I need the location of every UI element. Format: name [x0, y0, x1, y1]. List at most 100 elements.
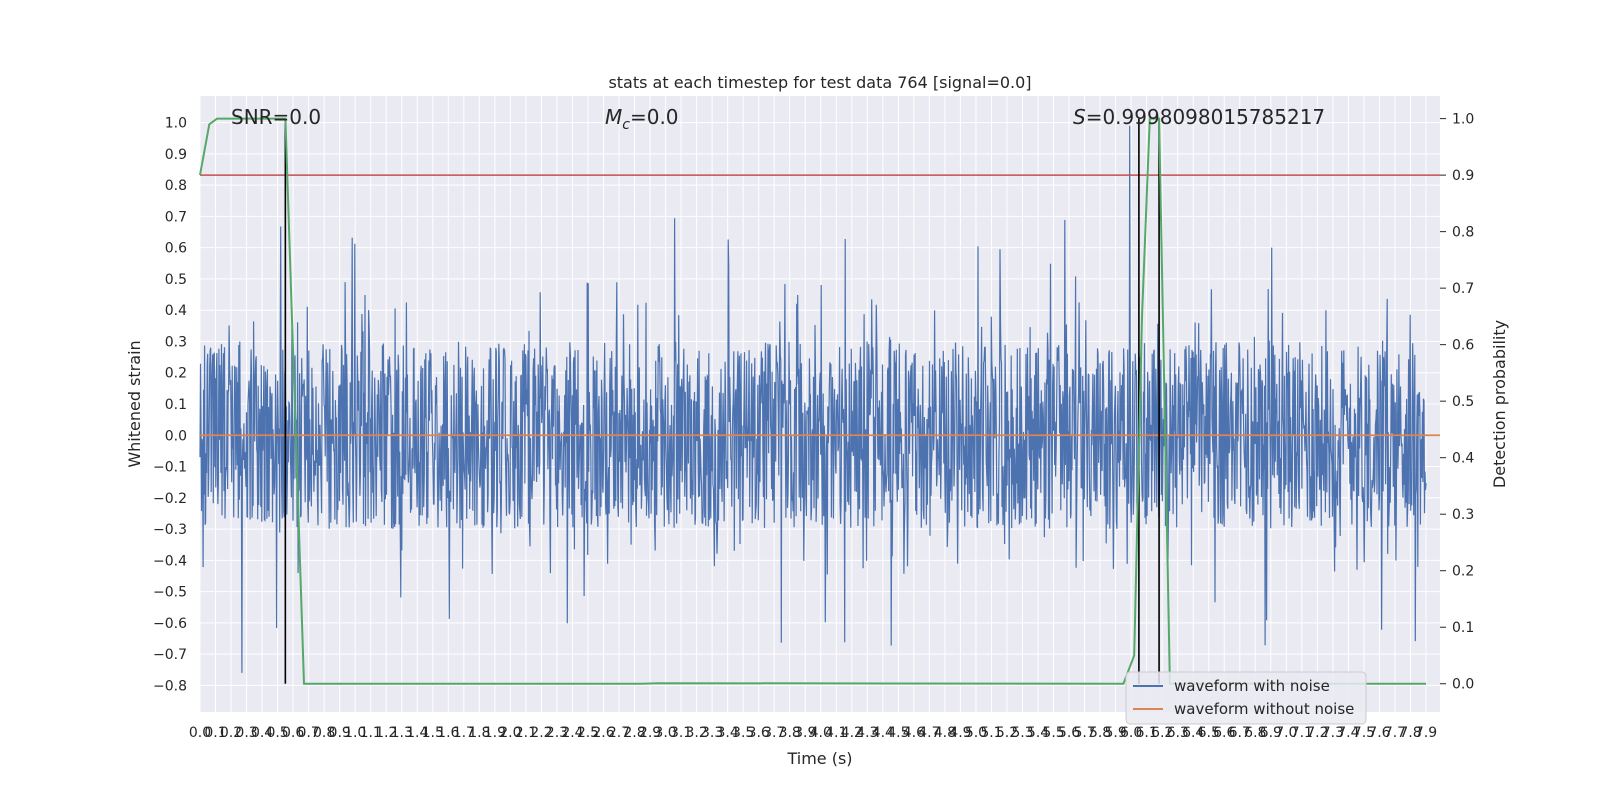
score-value: =0.9998098015785217	[1086, 105, 1325, 129]
legend: waveform with noise waveform without noi…	[1125, 671, 1367, 725]
chirp-mass-symbol: M	[605, 105, 622, 129]
x-tick-label: 7.4	[1337, 725, 1359, 741]
y-tick-label-left: 0.1	[165, 397, 187, 413]
x-ticks: 0.00.10.20.30.40.50.60.70.80.91.01.11.21…	[189, 725, 1437, 741]
y-tick-label-left: 0.5	[165, 272, 187, 288]
x-tick-label: 5.3	[1011, 725, 1033, 741]
x-tick-label: 4.3	[856, 725, 878, 741]
x-tick-label: 3.6	[748, 725, 770, 741]
x-tick-label: 7.7	[1384, 725, 1406, 741]
x-tick-label: 5.1	[980, 725, 1002, 741]
x-tick-label: 6.6	[1213, 725, 1235, 741]
x-tick-label: 3.4	[717, 725, 739, 741]
chirp-mass-annotation: Mc=0.0	[605, 105, 679, 133]
legend-box	[1125, 671, 1367, 725]
vertical-markers	[284, 118, 1160, 684]
y-tick-label-right: 0.5	[1452, 394, 1474, 410]
x-tick-label: 4.4	[872, 725, 894, 741]
detection-probability-line	[199, 117, 1426, 685]
waveform-with-noise-series	[199, 125, 1427, 673]
y-tick-label-left: 0.3	[165, 334, 187, 350]
x-tick-label: 5.5	[1042, 725, 1064, 741]
x-tick-label: 4.9	[949, 725, 971, 741]
x-tick-label: 2.1	[515, 725, 537, 741]
y-ticks-left: 1.0 0.9 0.8 0.7 0.6 0.5 0.4 0.3 0.2 0.1 0.0 −0.1 −0.…	[153, 116, 187, 695]
x-tick-label: 0.6	[282, 725, 304, 741]
y-tick-label-left: −0.2	[153, 491, 187, 507]
x-tick-label: 2.5	[577, 725, 599, 741]
waveform-with-noise-line	[199, 125, 1427, 673]
snr-annotation: SNR=0.0	[231, 105, 321, 129]
x-tick-label: 7.3	[1322, 725, 1344, 741]
x-tick-label: 2.2	[530, 725, 552, 741]
x-tick-label: 2.6	[592, 725, 614, 741]
x-tick-label: 0.9	[329, 725, 351, 741]
y-tick-label-right: 0.6	[1452, 338, 1474, 354]
x-tick-label: 4.5	[887, 725, 909, 741]
y-tick-label-right: 0.1	[1452, 620, 1474, 636]
y-tick-label-left: −0.5	[153, 585, 187, 601]
x-tick-label: 1.3	[391, 725, 413, 741]
x-tick-label: 1.8	[468, 725, 490, 741]
x-axis-label: Time (s)	[786, 749, 852, 768]
x-tick-label: 3.2	[685, 725, 707, 741]
y-tick-label-right: 0.0	[1452, 677, 1474, 693]
y-tick-label-left: 0.0	[165, 428, 187, 444]
x-tick-label: 4.8	[934, 725, 956, 741]
y-tick-label-left: −0.1	[153, 460, 187, 476]
x-tick-label: 3.8	[779, 725, 801, 741]
x-tick-label: 7.0	[1275, 725, 1297, 741]
x-tick-label: 7.9	[1415, 725, 1437, 741]
x-tick-label: 5.7	[1073, 725, 1095, 741]
x-tick-label: 0.1	[204, 725, 226, 741]
x-tick-label: 3.3	[701, 725, 723, 741]
x-tick-label: 5.9	[1104, 725, 1126, 741]
legend-label-noise: waveform with noise	[1174, 677, 1330, 695]
x-tick-label: 6.0	[1120, 725, 1142, 741]
y-ticks-right: 1.0 0.9 0.8 0.7 0.6 0.5 0.4 0.3 0.2 0.1 0.0	[1440, 112, 1474, 693]
x-tick-label: 5.4	[1027, 725, 1049, 741]
score-annotation: S=0.9998098015785217	[1073, 105, 1325, 129]
score-symbol: S	[1073, 105, 1086, 129]
x-tick-label: 0.0	[189, 725, 211, 741]
x-tick-label: 3.1	[670, 725, 692, 741]
y-tick-label-left: −0.8	[153, 678, 187, 694]
x-tick-label: 4.6	[903, 725, 925, 741]
x-tick-label: 3.5	[732, 725, 754, 741]
x-tick-label: 6.7	[1229, 725, 1251, 741]
y-tick-label-left: −0.3	[153, 522, 187, 538]
x-tick-label: 6.4	[1182, 725, 1204, 741]
y-tick-label-left: 0.9	[165, 147, 187, 163]
y-tick-label-right: 0.9	[1452, 168, 1474, 184]
x-tick-label: 3.0	[654, 725, 676, 741]
x-tick-label: 0.7	[298, 725, 320, 741]
y-tick-label-left: 1.0	[165, 116, 187, 132]
x-tick-label: 4.0	[810, 725, 832, 741]
y-tick-label-left: 0.6	[165, 241, 187, 257]
x-tick-label: 5.0	[965, 725, 987, 741]
chirp-mass-subscript: c	[622, 117, 630, 133]
x-tick-label: 1.4	[406, 725, 428, 741]
x-tick-label: 2.3	[546, 725, 568, 741]
x-tick-label: 2.8	[623, 725, 645, 741]
x-tick-label: 0.5	[266, 725, 288, 741]
x-tick-label: 7.1	[1291, 725, 1313, 741]
legend-label-clean: waveform without noise	[1174, 700, 1354, 718]
x-tick-label: 2.9	[639, 725, 661, 741]
y-tick-label-right: 0.2	[1452, 564, 1474, 580]
y-axis-label-left: Whitened strain	[125, 340, 144, 467]
x-tick-label: 5.8	[1089, 725, 1111, 741]
x-tick-label: 6.8	[1244, 725, 1266, 741]
x-tick-label: 4.2	[841, 725, 863, 741]
x-tick-label: 6.3	[1167, 725, 1189, 741]
x-tick-label: 1.2	[375, 725, 397, 741]
x-tick-label: 7.2	[1306, 725, 1328, 741]
y-tick-label-right: 0.3	[1452, 507, 1474, 523]
chirp-mass-value: =0.0	[630, 105, 679, 129]
x-tick-label: 1.0	[344, 725, 366, 741]
x-tick-label: 7.8	[1399, 725, 1421, 741]
y-tick-label-right: 0.7	[1452, 281, 1474, 297]
x-tick-label: 5.6	[1058, 725, 1080, 741]
